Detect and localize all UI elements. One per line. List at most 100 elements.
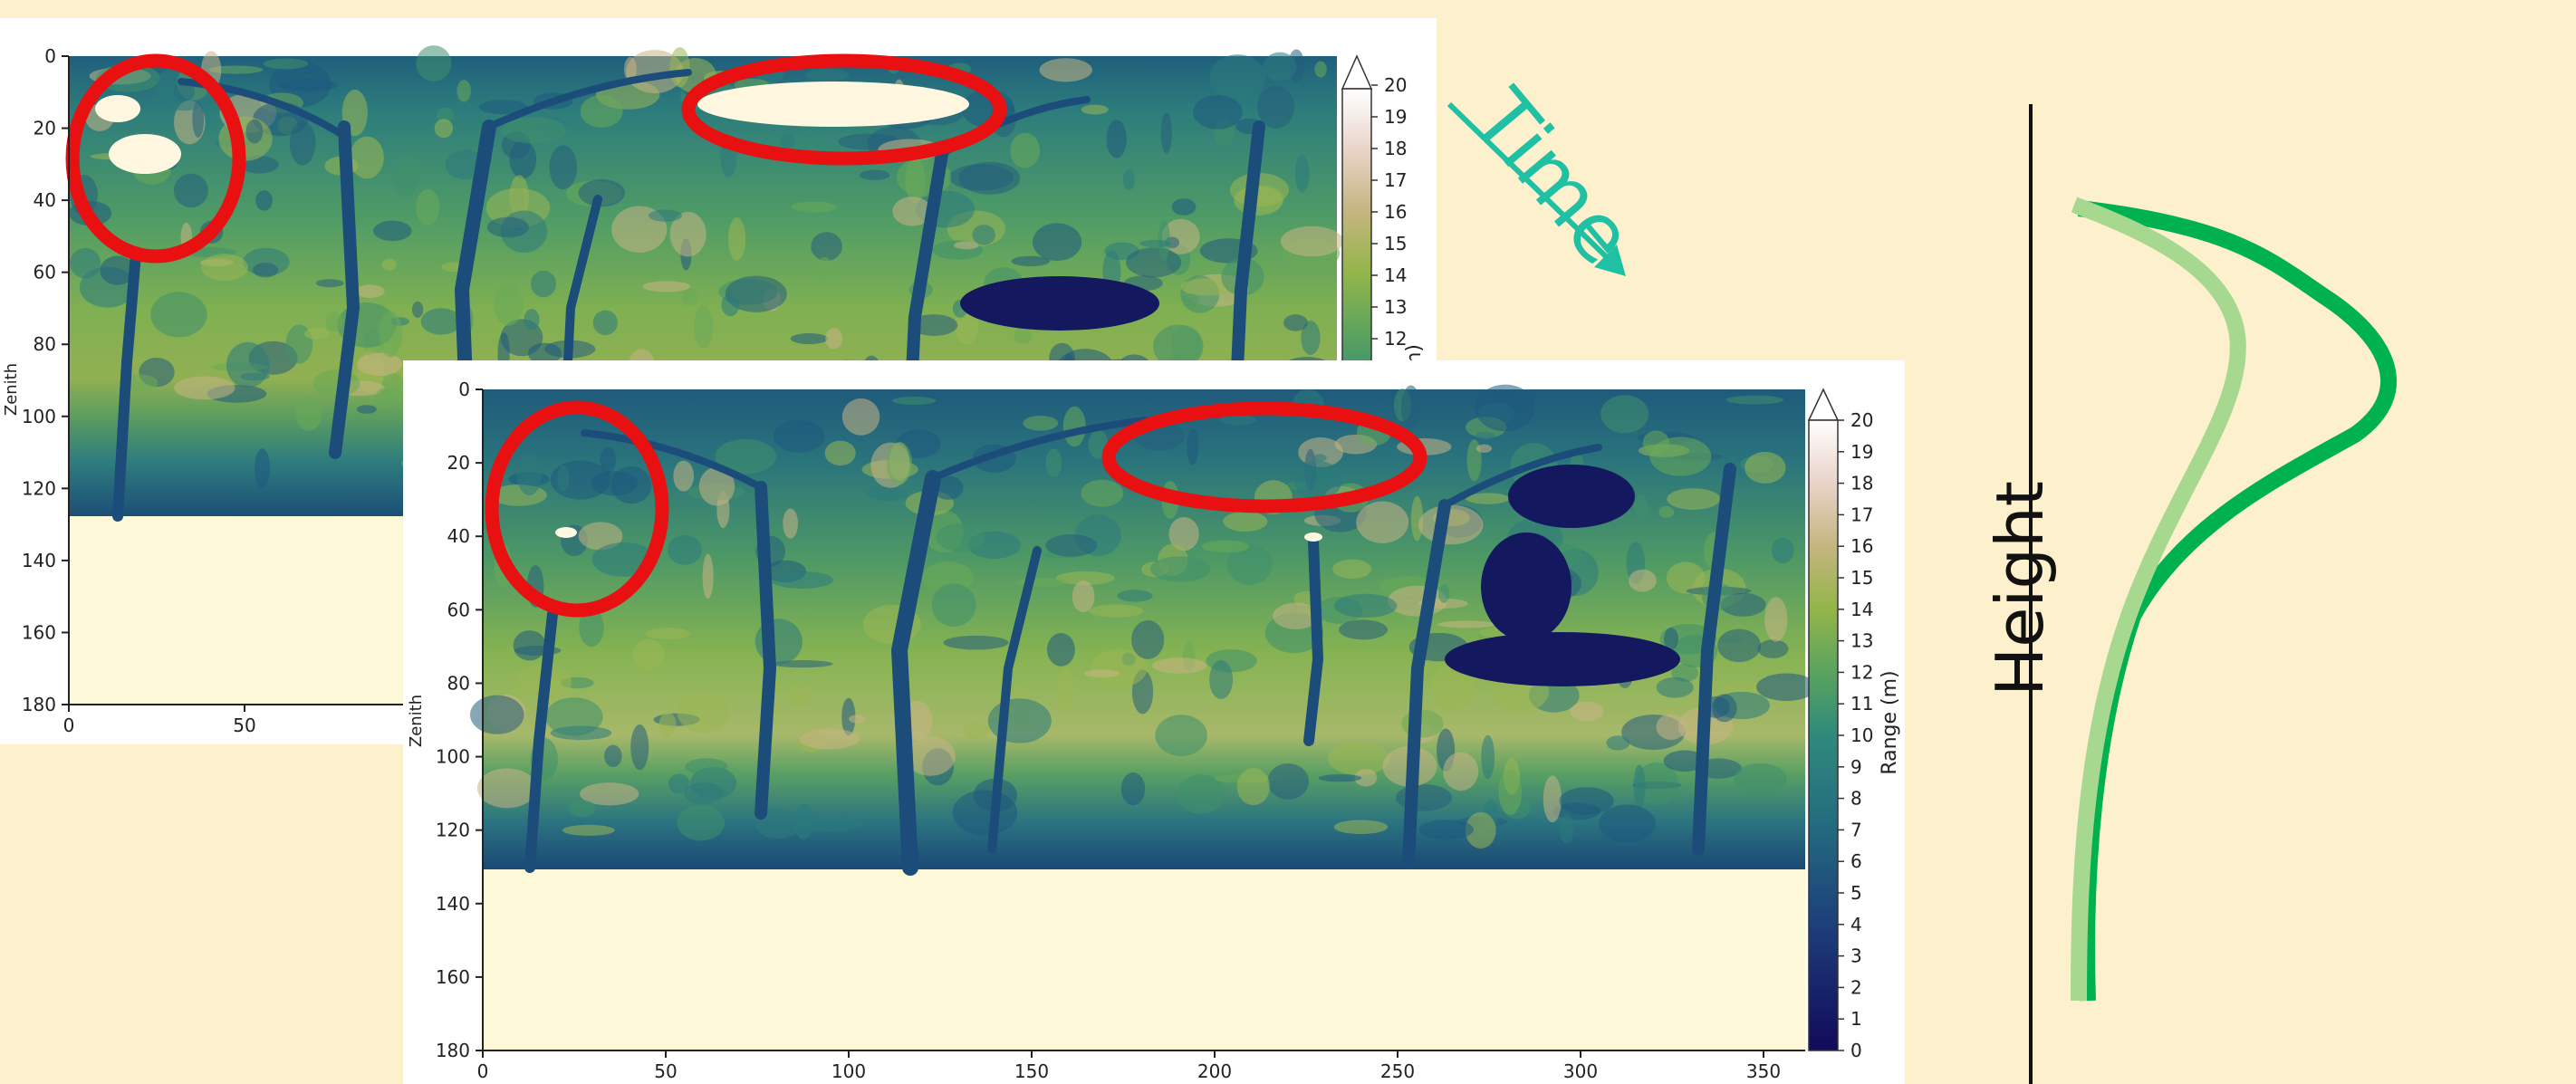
x-tick-label: 150	[1014, 1060, 1049, 1082]
canopy-blob	[1400, 385, 1421, 429]
canopy-blob	[1475, 384, 1535, 432]
canopy-blob	[1356, 501, 1409, 543]
canopy-blob	[1209, 54, 1266, 101]
canopy-blob	[381, 258, 397, 271]
colorbar-tick-label: 1	[1850, 1008, 1862, 1030]
y-ticks: 0 20 40 60 80 100 120 140 160 180	[22, 45, 69, 715]
canopy-blob	[702, 553, 714, 600]
canopy-blob	[494, 283, 524, 326]
canopy-blob	[1764, 597, 1788, 642]
canopy-blob	[1339, 619, 1388, 640]
canopy-blob	[811, 232, 842, 262]
x-tick-label: 50	[654, 1060, 677, 1082]
colorbar-extend-arrow	[1341, 54, 1373, 90]
canopy-blob	[513, 630, 546, 661]
canopy-blob	[673, 460, 695, 492]
x-ticks: 0 50	[63, 705, 256, 736]
canopy-blob	[1062, 406, 1086, 447]
canopy-blob	[1745, 451, 1786, 484]
canopy-blob	[486, 216, 529, 238]
canopy-blob	[1465, 811, 1496, 849]
canopy-blob	[933, 475, 964, 500]
canopy-blob	[1438, 584, 1450, 603]
canopy-blob	[1313, 454, 1327, 462]
canopy-blob	[469, 695, 524, 734]
colorbar-tick-label: 19	[1850, 441, 1873, 463]
canopy-blob	[1600, 395, 1649, 434]
canopy-blob	[1126, 247, 1182, 278]
canopy-blob	[600, 446, 616, 474]
canopy-blob	[1117, 590, 1153, 602]
canopy-blob	[1734, 763, 1787, 794]
canopy-blob	[527, 342, 562, 364]
canopy-blob	[841, 697, 856, 736]
canopy-blob	[1091, 648, 1148, 687]
canopy-blob	[1011, 255, 1051, 267]
y-tick-label: 100	[436, 746, 470, 768]
canopy-blob	[1280, 225, 1343, 257]
colorbar-tick-label: 17	[1850, 504, 1873, 525]
canopy-blob	[1354, 769, 1378, 787]
figure-panel-later: 0 20 40 60 80 100 120 140 160 180 0 50 100 150 200 250…	[403, 360, 1905, 1084]
y-tick-label: 160	[22, 621, 56, 643]
x-tick-label: 50	[233, 715, 255, 736]
canopy-blob	[1656, 676, 1694, 698]
canopy-blob	[1055, 571, 1115, 585]
canopy-blob	[1263, 52, 1297, 82]
height-profile-diagram	[2029, 104, 2398, 1084]
canopy-blob	[1153, 324, 1204, 369]
canopy-blob	[1014, 578, 1069, 587]
canopy-blob	[1234, 186, 1283, 216]
canopy-blob	[669, 211, 706, 257]
canopy-blob	[1543, 775, 1562, 823]
x-ticks: 0 50 100 150 200 250 300 350	[477, 1050, 1781, 1082]
canopy-blob	[681, 288, 699, 306]
canopy-blob	[416, 188, 440, 225]
x-tick-label: 0	[63, 715, 75, 736]
canopy-blob	[1559, 814, 1574, 844]
canopy-blob	[1475, 431, 1495, 440]
canopy-blob	[436, 107, 454, 122]
canopy-blob	[824, 440, 856, 466]
colorbar-tick-label: 8	[1850, 788, 1862, 810]
canopy-blob	[936, 523, 985, 552]
near-canopy-patches	[1445, 465, 1680, 686]
y-tick-label: 20	[34, 118, 56, 139]
canopy-blob	[173, 173, 208, 208]
canopy-blob	[1428, 665, 1475, 712]
canopy-blob	[569, 799, 596, 818]
canopy-blob	[1160, 112, 1172, 154]
canopy-blob	[962, 722, 989, 740]
canopy-blob	[434, 119, 454, 139]
canopy-blob	[379, 311, 402, 358]
canopy-blob	[905, 736, 956, 776]
canopy-blob	[630, 724, 649, 771]
canopy-blob	[943, 635, 1009, 650]
canopy-blob	[669, 47, 690, 88]
canopy-blob	[1634, 494, 1648, 519]
y-axis-label: Zenith	[407, 695, 426, 747]
canopy-blob	[1045, 448, 1062, 477]
canopy-blob	[355, 284, 385, 299]
canopy-blob	[1171, 198, 1197, 216]
canopy-blob	[1570, 701, 1604, 722]
x-tick-label: 300	[1563, 1060, 1598, 1082]
canopy-blob	[1388, 585, 1447, 617]
x-tick-label: 350	[1746, 1060, 1781, 1082]
canopy-blob	[1152, 657, 1207, 674]
canopy-blob	[694, 304, 714, 350]
canopy-blob	[192, 101, 205, 138]
canopy-blob	[289, 120, 316, 166]
y-tick-label: 80	[34, 333, 56, 355]
colorbar-tick-label: 12	[1850, 661, 1873, 683]
canopy-blob	[1649, 436, 1712, 476]
canopy-blob	[356, 405, 377, 414]
canopy-blob	[1559, 787, 1614, 815]
heatmap-no-data-area	[483, 869, 1805, 1050]
y-tick-label: 140	[436, 893, 470, 915]
y-tick-label: 120	[436, 820, 470, 841]
canopy-blob	[909, 314, 958, 336]
canopy-blob	[1149, 556, 1211, 582]
